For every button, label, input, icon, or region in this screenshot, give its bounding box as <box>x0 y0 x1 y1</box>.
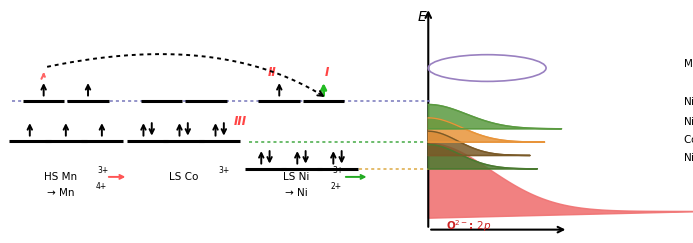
Polygon shape <box>428 145 537 169</box>
Text: Co: $t_{2g}$: Co: $t_{2g}$ <box>683 134 693 148</box>
Polygon shape <box>428 118 545 142</box>
Text: 2+: 2+ <box>331 182 342 191</box>
Text: LS Ni: LS Ni <box>283 172 309 182</box>
Polygon shape <box>428 131 530 156</box>
Text: HS Mn: HS Mn <box>44 172 77 182</box>
Text: → Mn: → Mn <box>46 188 74 198</box>
Text: 4+: 4+ <box>96 182 107 191</box>
Text: 3+: 3+ <box>332 166 343 175</box>
Text: LS Co: LS Co <box>169 172 198 182</box>
Text: 3+: 3+ <box>218 166 229 175</box>
Text: $E$: $E$ <box>417 10 428 24</box>
Polygon shape <box>428 143 693 218</box>
Text: O$^{2-}$: $2p$: O$^{2-}$: $2p$ <box>446 218 491 234</box>
Polygon shape <box>428 104 561 129</box>
Text: I: I <box>325 66 329 79</box>
Text: Mn: $e_g$: Mn: $e_g$ <box>683 57 693 72</box>
Text: 3+: 3+ <box>98 166 109 175</box>
Text: → Ni: → Ni <box>285 188 307 198</box>
Text: III: III <box>234 115 247 128</box>
Text: Ni$^{3+}$: $e_g$: Ni$^{3+}$: $e_g$ <box>683 115 693 131</box>
Text: Ni: $t_{2g}$: Ni: $t_{2g}$ <box>683 151 693 166</box>
Text: II: II <box>267 66 277 79</box>
Text: Ni$^{2+}$: $e_g$: Ni$^{2+}$: $e_g$ <box>683 95 693 111</box>
